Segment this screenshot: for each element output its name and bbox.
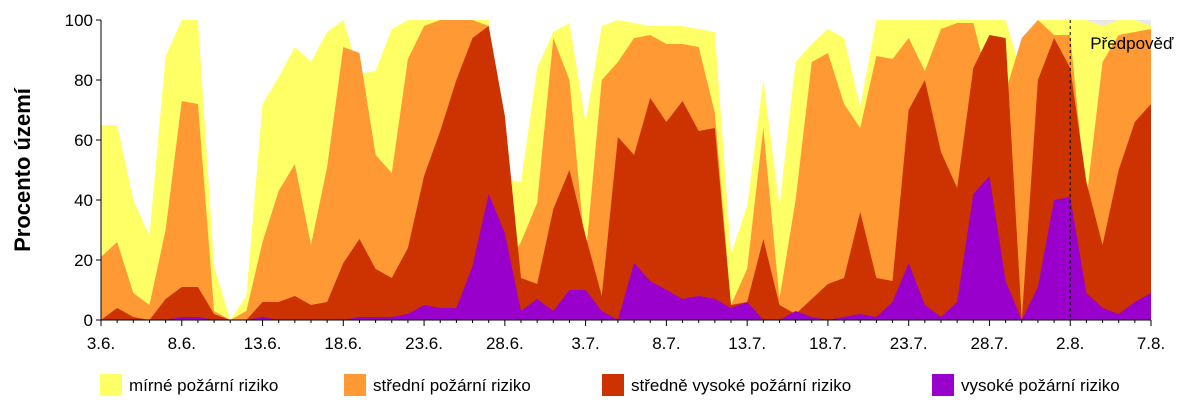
legend-item-1: mírné požární riziko bbox=[100, 374, 278, 396]
legend-label: mírné požární riziko bbox=[129, 376, 278, 395]
legend-swatch bbox=[932, 374, 954, 396]
x-tick-label: 7.8. bbox=[1137, 334, 1165, 353]
x-tick-label: 18.6. bbox=[324, 334, 362, 353]
x-tick-label: 8.7. bbox=[652, 334, 680, 353]
legend-swatch bbox=[344, 374, 366, 396]
x-tick-label: 2.8. bbox=[1056, 334, 1084, 353]
legend-item-2: střední požární riziko bbox=[344, 374, 531, 396]
y-tick-label: 0 bbox=[84, 311, 93, 330]
x-tick-label: 23.7. bbox=[890, 334, 928, 353]
x-ticks: 3.6. 8.6. 13.6. 18.6. 23.6. 28.6. 3.7. 8.7. 13.7… bbox=[87, 320, 1165, 353]
x-tick-label: 3.7. bbox=[571, 334, 599, 353]
x-tick-label: 3.6. bbox=[87, 334, 115, 353]
y-tick-label: 40 bbox=[74, 191, 93, 210]
y-tick-label: 100 bbox=[65, 11, 93, 30]
legend-label: střední požární riziko bbox=[373, 376, 531, 395]
x-tick-label: 28.7. bbox=[971, 334, 1009, 353]
legend-item-3: středně vysoké požární riziko bbox=[602, 374, 851, 396]
y-tick-label: 80 bbox=[74, 71, 93, 90]
y-axis-label: Procento území bbox=[10, 87, 35, 252]
x-tick-label: 13.7. bbox=[728, 334, 766, 353]
y-tick-label: 20 bbox=[74, 251, 93, 270]
x-tick-label: 8.6. bbox=[168, 334, 196, 353]
x-tick-label: 18.7. bbox=[809, 334, 847, 353]
legend-swatch bbox=[100, 374, 122, 396]
legend: mírné požární riziko střední požární rizi… bbox=[100, 374, 1120, 396]
y-tick-label: 60 bbox=[74, 131, 93, 150]
x-tick-label: 23.6. bbox=[405, 334, 443, 353]
forecast-marker: Předpověď bbox=[1069, 20, 1174, 320]
forecast-label: Předpověď bbox=[1090, 34, 1174, 53]
area-series-3 bbox=[101, 26, 1151, 320]
legend-label: vysoké požární riziko bbox=[961, 376, 1120, 395]
x-tick-label: 13.6. bbox=[244, 334, 282, 353]
legend-item-4: vysoké požární riziko bbox=[932, 374, 1120, 396]
plot-areas bbox=[101, 20, 1151, 320]
axes bbox=[100, 20, 1151, 321]
x-tick-label: 28.6. bbox=[486, 334, 524, 353]
area-series-4 bbox=[101, 176, 1151, 320]
y-ticks: 0 20 40 60 80 100 bbox=[65, 11, 101, 330]
legend-swatch bbox=[602, 374, 624, 396]
legend-label: středně vysoké požární riziko bbox=[631, 376, 851, 395]
